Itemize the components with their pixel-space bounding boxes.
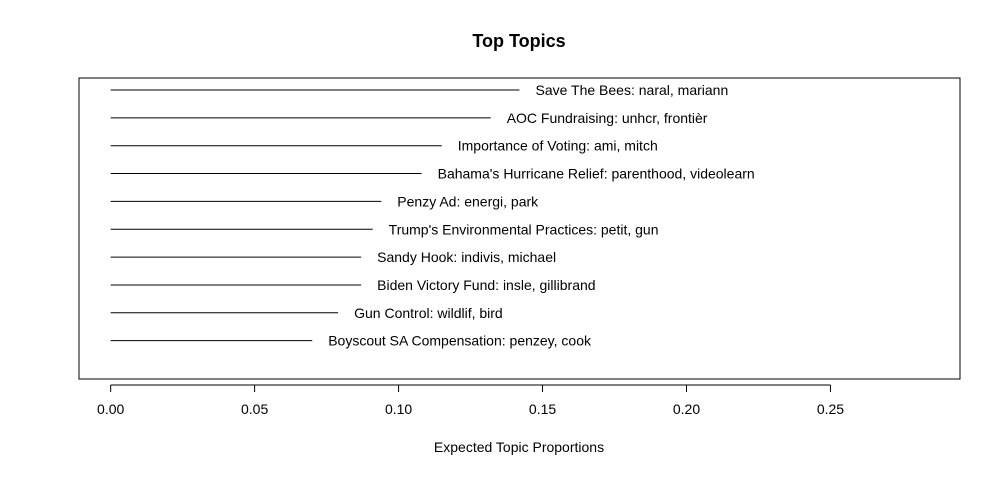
bar-label: Gun Control: wildlif, bird <box>354 305 503 321</box>
x-axis-title: Expected Topic Proportions <box>434 439 604 455</box>
bar-label: Trump's Environmental Practices: petit, … <box>389 221 659 237</box>
bar-label: Save The Bees: naral, mariann <box>536 82 729 98</box>
bar-series: Save The Bees: naral, mariann AOC Fundrai… <box>110 82 755 349</box>
bar-label: Penzy Ad: energi, park <box>397 193 539 209</box>
bar-label: Importance of Voting: ami, mitch <box>458 138 658 154</box>
x-tick-label: 0.25 <box>817 401 844 417</box>
x-tick-label: 0.10 <box>385 401 412 417</box>
x-tick-label: 0.00 <box>97 401 124 417</box>
x-tick-label: 0.20 <box>673 401 700 417</box>
bar-label: Boyscout SA Compensation: penzey, cook <box>328 333 592 349</box>
plot-frame <box>78 77 961 380</box>
bar-label: Sandy Hook: indivis, michael <box>377 249 556 265</box>
bar-label: Biden Victory Fund: insle, gillibrand <box>377 277 595 293</box>
x-axis: 0.00 0.05 0.10 0.15 0.20 0.25 <box>97 384 844 417</box>
bar-label: AOC Fundraising: unhcr, frontièr <box>507 110 708 126</box>
x-tick-label: 0.15 <box>529 401 556 417</box>
bar-label: Bahama's Hurricane Relief: parenthood, v… <box>438 166 755 182</box>
chart-title: Top Topics <box>472 31 565 51</box>
x-tick-label: 0.05 <box>241 401 268 417</box>
